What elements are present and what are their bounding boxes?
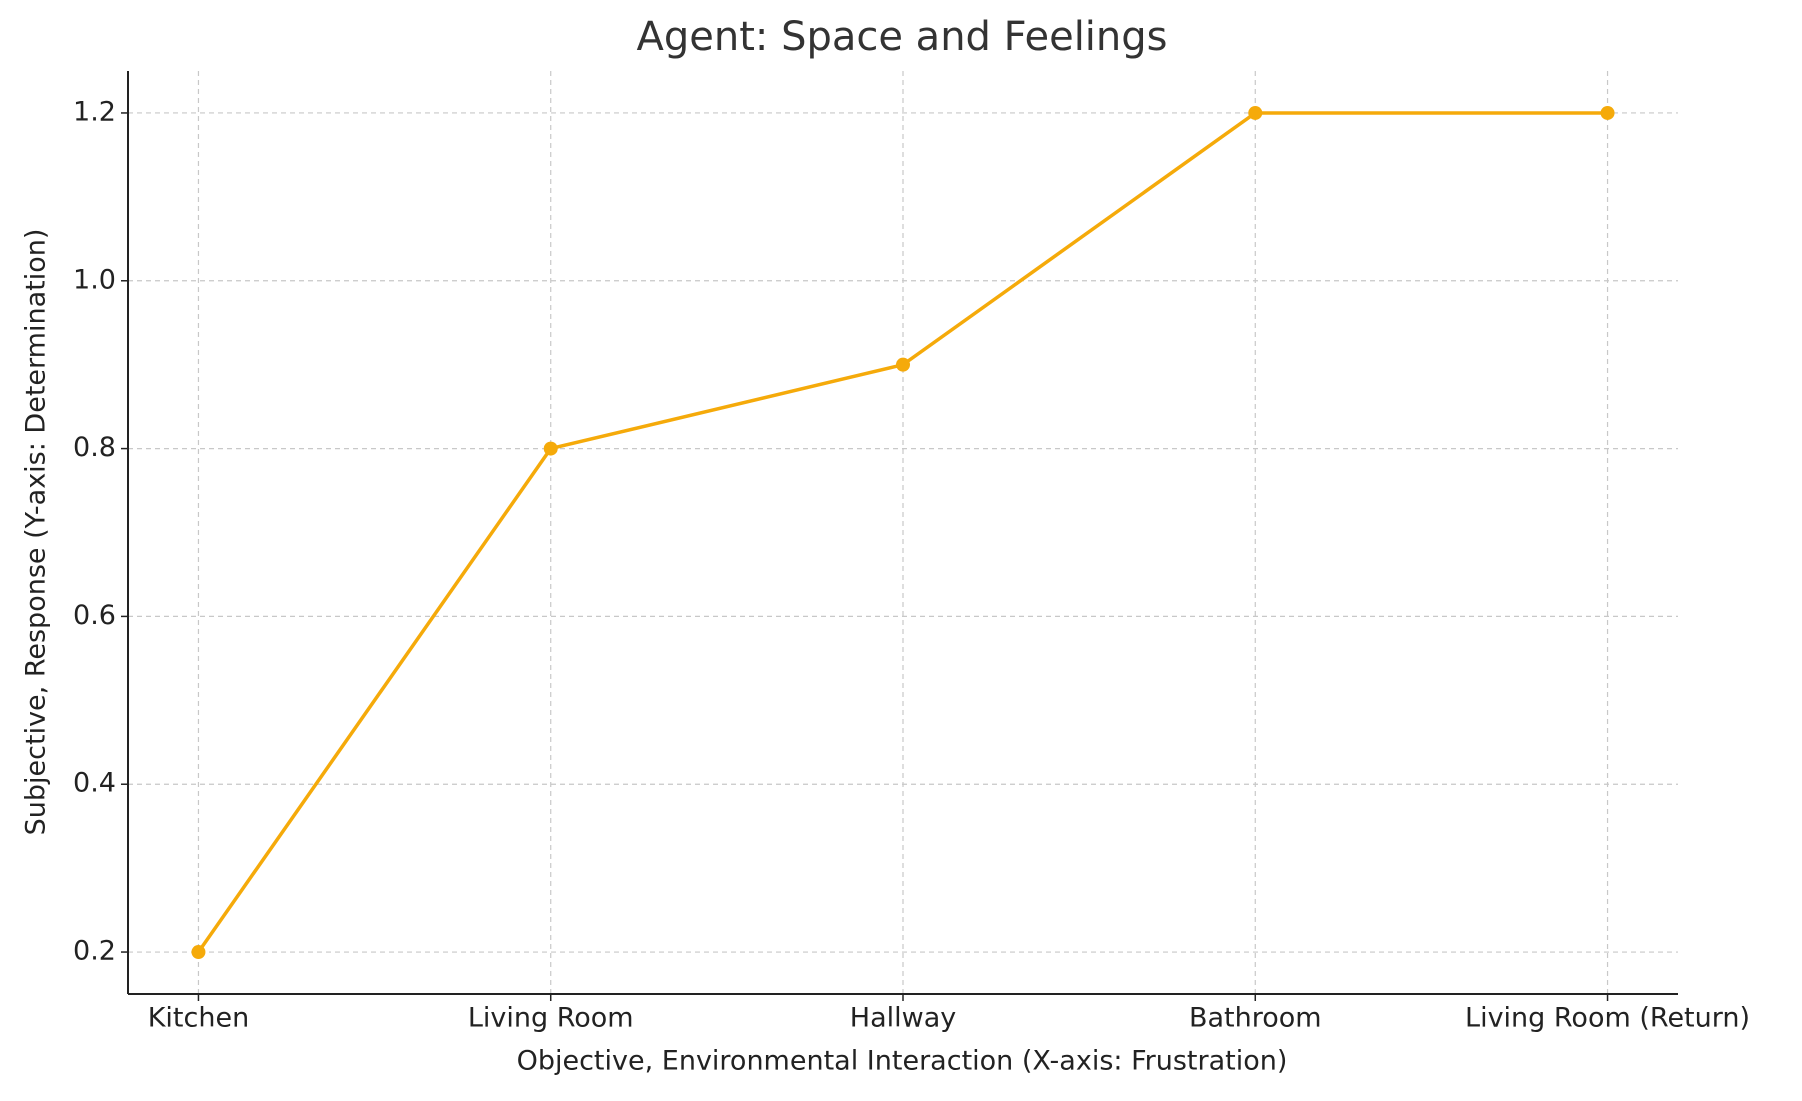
data-point	[1600, 105, 1615, 120]
data-point	[191, 945, 206, 960]
y-tick-label: 0.4	[73, 768, 116, 799]
y-tick-label: 0.2	[73, 936, 116, 967]
x-tick-label: Living Room (Return)	[1465, 1003, 1750, 1034]
y-tick-label: 0.8	[73, 432, 116, 463]
y-axis-label: Subjective, Response (Y-axis: Determinat…	[21, 229, 52, 836]
x-tick-label: Kitchen	[148, 1003, 249, 1034]
x-tick-label: Bathroom	[1189, 1003, 1322, 1034]
y-tick-label: 1.2	[73, 96, 116, 127]
data-point	[543, 441, 558, 456]
data-point	[896, 357, 910, 372]
x-tick-label: Hallway	[850, 1003, 956, 1034]
chart-title: Agent: Space and Feelings	[636, 14, 1167, 60]
y-tick-label: 0.6	[73, 600, 116, 631]
x-tick-label: Living Room	[468, 1003, 634, 1034]
x-axis-label: Objective, Environmental Interaction (X-…	[517, 1046, 1288, 1077]
data-point	[1248, 105, 1263, 120]
y-tick-label: 1.0	[73, 264, 116, 295]
